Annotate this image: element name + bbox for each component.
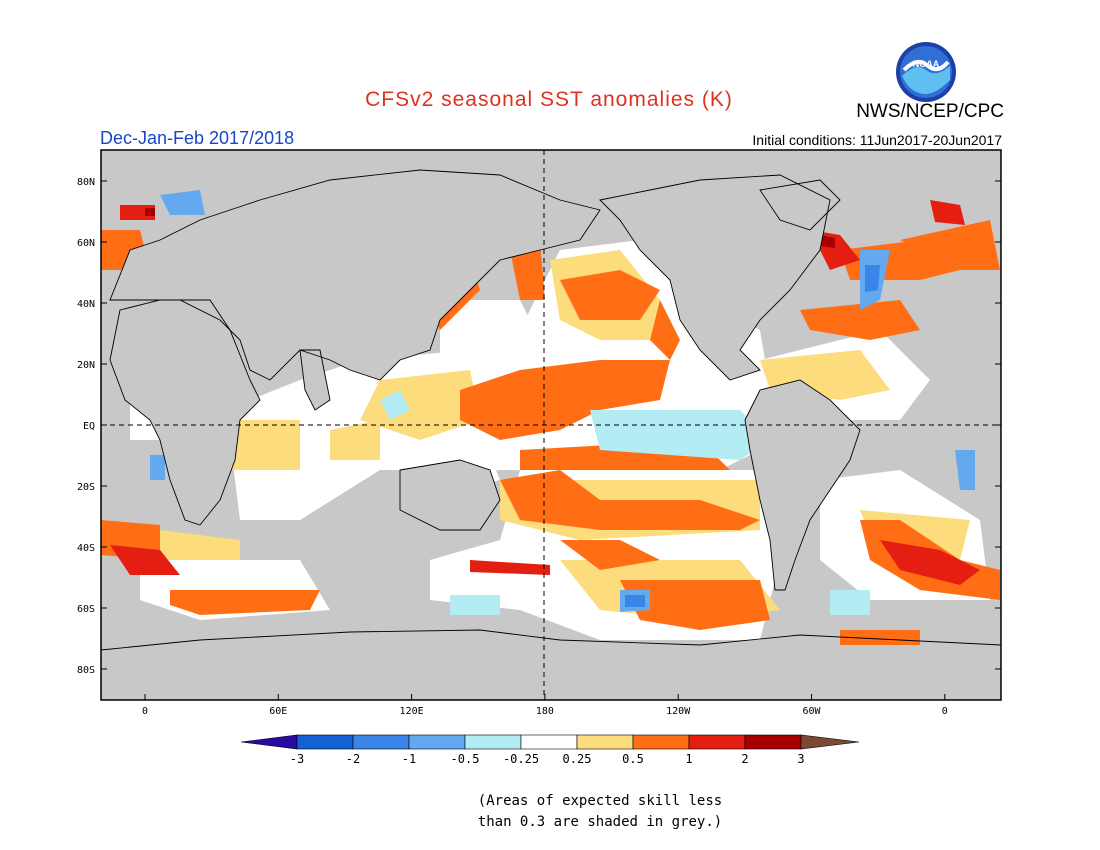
skill-note: (Areas of expected skill less than 0.3 a…	[0, 791, 1100, 833]
colorbar-segment-7	[632, 734, 690, 750]
lon-label-4: 120W	[666, 706, 691, 717]
lat-label-7: 60S	[77, 604, 95, 615]
coastline-1	[109, 169, 601, 381]
colorbar	[240, 734, 860, 750]
colorbar-label-8: 2	[741, 752, 748, 766]
anomaly-field	[101, 190, 1000, 645]
colorbar-label-5: 0.25	[563, 752, 592, 766]
skill-note-line-1: (Areas of expected skill less	[477, 793, 723, 809]
anomaly-region-17	[460, 360, 670, 440]
anomaly-region-49	[150, 455, 165, 480]
lon-label-5: 60W	[802, 706, 821, 717]
anomaly-region-3	[440, 300, 540, 360]
anomaly-region-31	[840, 630, 920, 645]
lon-label-1: 60E	[269, 706, 287, 717]
land-0	[110, 300, 260, 525]
anomaly-region-45	[380, 390, 410, 420]
anomaly-region-21	[500, 470, 760, 530]
colorbar-label-0: -3	[290, 752, 304, 766]
svg-text:NOAA: NOAA	[913, 59, 940, 69]
colorbar-segment-5	[520, 734, 578, 750]
lon-label-0: 0	[142, 706, 148, 717]
land-fill	[110, 170, 860, 590]
colorbar-label-1: -2	[346, 752, 360, 766]
anomaly-region-9	[360, 370, 480, 440]
colorbar-label-9: 3	[797, 752, 804, 766]
coastline-5	[759, 179, 841, 231]
anomaly-region-15	[330, 420, 380, 460]
axis-ticks	[101, 180, 1001, 700]
anomaly-region-41	[820, 235, 835, 248]
lon-label-2: 120E	[400, 706, 424, 717]
colorbar-segment-8	[688, 734, 746, 750]
colorbar-segment-4	[464, 734, 522, 750]
anomaly-region-32	[650, 300, 680, 360]
lon-label-3: 180	[536, 706, 554, 717]
anomaly-region-24	[170, 590, 320, 615]
colorbar-label-6: 0.5	[622, 752, 644, 766]
agency-label: NWS/NCEP/CPC	[856, 101, 1004, 122]
anomaly-region-13	[230, 420, 300, 470]
coastlines	[101, 169, 1001, 651]
anomaly-region-23	[620, 580, 770, 630]
anomaly-region-47	[160, 190, 205, 215]
anomaly-region-40	[145, 208, 155, 216]
colorbar-label-7: 1	[685, 752, 692, 766]
colorbar-segment-6	[576, 734, 634, 750]
anomaly-region-16	[160, 530, 240, 560]
land-5	[760, 180, 840, 230]
latitude-labels: 80N 60N 40N 20N EQ 20S 40S 60S 80S	[77, 177, 95, 676]
coastline-0	[109, 299, 261, 526]
lat-label-2: 40N	[77, 299, 95, 310]
colorbar-label-3: -0.5	[451, 752, 480, 766]
anomaly-region-52	[865, 265, 880, 292]
land-1	[110, 170, 600, 380]
coastline-3	[399, 459, 501, 531]
lat-label-6: 40S	[77, 543, 95, 554]
anomaly-region-44	[830, 590, 870, 615]
longitude-labels: 0 60E 120E 180 120W 60W 0	[142, 706, 948, 717]
anomaly-region-34	[880, 540, 980, 585]
lat-label-1: 60N	[77, 238, 95, 249]
anomaly-region-50	[955, 450, 975, 490]
anomaly-region-22	[560, 540, 660, 570]
land-3	[400, 460, 500, 530]
coastline-4	[599, 174, 831, 381]
skill-note-line-2: than 0.3 are shaded in grey.)	[477, 814, 723, 830]
anomaly-region-38	[930, 200, 965, 225]
colorbar-label-4: -0.25	[503, 752, 539, 766]
colorbar-segment-1	[296, 734, 354, 750]
chart-title: CFSv2 seasonal SST anomalies (K)	[365, 88, 733, 111]
anomaly-region-20	[560, 270, 660, 320]
colorbar-label-2: -1	[402, 752, 416, 766]
anomaly-region-37	[470, 560, 550, 575]
colorbar-segment-3	[408, 734, 466, 750]
anomaly-region-35	[110, 545, 180, 575]
anomaly-region-27	[900, 220, 1000, 270]
anomaly-region-51	[625, 595, 645, 607]
coastline-7	[101, 629, 1001, 651]
initial-conditions: Initial conditions: 11Jun2017-20Jun2017	[752, 132, 1002, 148]
coastline-6	[744, 379, 861, 591]
coastline-2	[299, 349, 331, 411]
lat-label-4: EQ	[83, 421, 95, 432]
colorbar-segment-9	[744, 734, 802, 750]
noaa-logo: NOAA	[894, 40, 958, 109]
colorbar-arrow-left	[240, 734, 298, 750]
land-4	[600, 175, 830, 380]
colorbar-labels: -3 -2 -1 -0.5 -0.25 0.25 0.5 1 2 3	[290, 752, 805, 766]
anomaly-region-42	[590, 410, 770, 460]
anomaly-region-25	[800, 300, 920, 340]
lat-label-3: 20N	[77, 360, 95, 371]
lat-label-5: 20S	[77, 482, 95, 493]
colorbar-segment-2	[352, 734, 410, 750]
anomaly-region-43	[450, 595, 500, 615]
colorbar-arrow-right	[800, 734, 860, 750]
forecast-period: Dec-Jan-Feb 2017/2018	[100, 128, 295, 148]
lon-label-6: 0	[942, 706, 948, 717]
land-6	[745, 380, 860, 590]
lat-label-8: 80S	[77, 665, 95, 676]
lat-label-0: 80N	[77, 177, 95, 188]
